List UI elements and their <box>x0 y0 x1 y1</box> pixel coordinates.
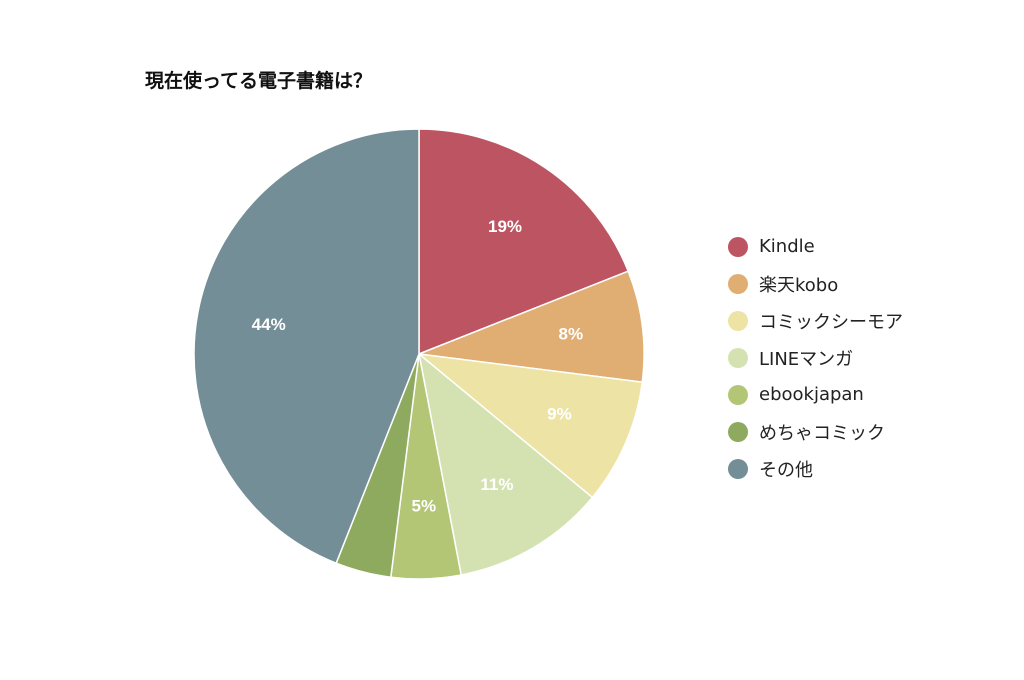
slice-percent-label: 19% <box>488 217 522 236</box>
pie-slice <box>193 128 420 565</box>
legend-label: LINEマンガ <box>759 348 854 370</box>
pie-slices <box>193 128 645 580</box>
pie-slice-labels: 19% 8% 9% 11% 5% 44% <box>252 217 583 515</box>
legend-swatch <box>728 347 748 368</box>
legend-label: 楽天kobo <box>759 274 839 296</box>
legend-swatch <box>728 421 748 442</box>
legend-swatch <box>728 384 748 405</box>
chart-title: 現在使ってる電子書籍は？ <box>145 70 373 92</box>
legend-item: コミックシーモア <box>728 302 903 339</box>
legend-label: めちゃコミック <box>759 422 885 444</box>
legend-swatch <box>728 273 748 294</box>
legend-swatch <box>728 236 748 257</box>
slice-percent-label: 8% <box>559 324 584 343</box>
legend-item: Kindle <box>728 228 903 265</box>
slice-percent-label: 44% <box>252 315 286 334</box>
pie-slice <box>417 352 594 576</box>
legend-label: Kindle <box>759 236 815 257</box>
legend-item: LINEマンガ <box>728 339 903 376</box>
legend-label: その他 <box>759 459 813 481</box>
chart-legend: Kindle 楽天kobo コミックシーモア LINEマンガ ebookjapan めちゃ… <box>728 228 903 487</box>
legend-swatch <box>728 458 748 479</box>
pie-slice <box>418 128 630 356</box>
slice-percent-label: 11% <box>480 475 513 494</box>
slice-percent-label: 9% <box>547 404 572 423</box>
legend-item: ebookjapan <box>728 376 903 413</box>
slice-percent-label: 5% <box>412 496 437 515</box>
legend-label: ebookjapan <box>759 384 864 405</box>
legend-swatch <box>728 310 748 331</box>
legend-label: コミックシーモア <box>759 311 903 333</box>
legend-item: めちゃコミック <box>728 413 903 450</box>
pie-slice <box>416 352 644 499</box>
legend-item: 楽天kobo <box>728 265 903 302</box>
pie-slice <box>418 270 645 384</box>
legend-item: その他 <box>728 450 903 487</box>
